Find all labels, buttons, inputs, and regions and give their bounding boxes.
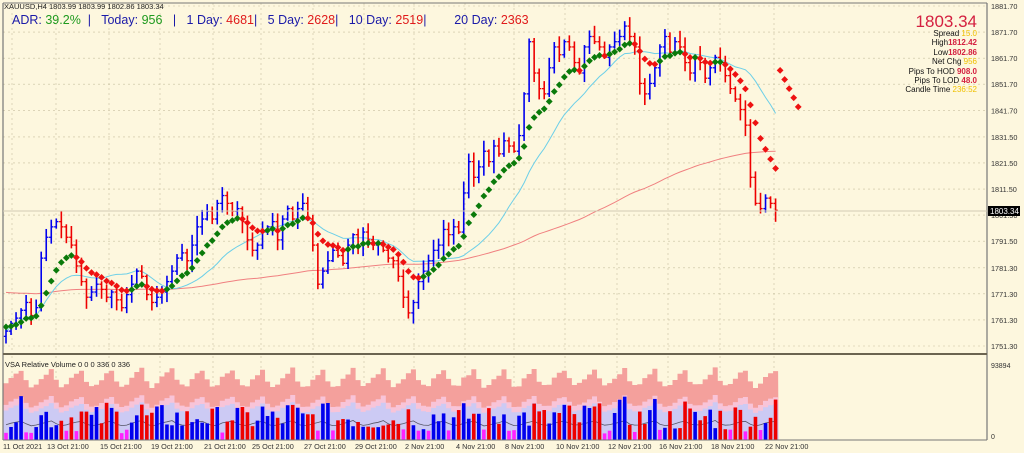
svg-text:1771.30: 1771.30: [991, 290, 1017, 299]
candle-time-value: 236:52: [952, 85, 977, 95]
candle-time-label: Candle Time: [905, 85, 951, 95]
svg-text:1841.70: 1841.70: [991, 106, 1017, 115]
svg-text:29 Oct 21:00: 29 Oct 21:00: [355, 442, 397, 451]
svg-text:22 Nov 21:00: 22 Nov 21:00: [765, 442, 808, 451]
separator: |: [423, 13, 427, 27]
separator: |: [172, 13, 177, 27]
high-value: 1812.42: [948, 38, 977, 48]
volume-axis-max: 93894: [991, 363, 1011, 370]
day20-label: 20 Day:: [454, 13, 498, 27]
svg-text:12 Nov 21:00: 12 Nov 21:00: [608, 442, 651, 451]
day5-label: 5 Day:: [267, 13, 304, 27]
pips-to-hod-value: 908.0: [956, 66, 977, 76]
fast-moving-average: [5, 50, 777, 332]
svg-text:18 Nov 21:00: 18 Nov 21:00: [711, 442, 754, 451]
svg-text:1803.34: 1803.34: [990, 207, 1019, 216]
svg-text:4 Nov 21:00: 4 Nov 21:00: [456, 442, 495, 451]
svg-text:8 Nov 21:00: 8 Nov 21:00: [505, 442, 544, 451]
svg-text:13 Oct 21:00: 13 Oct 21:00: [47, 442, 89, 451]
symbol-ohlc-line: XAUUSD,H4 1803.99 1803.99 1802.86 1803.3…: [4, 2, 164, 11]
low-value: 1802.86: [948, 47, 977, 57]
svg-text:1811.50: 1811.50: [991, 185, 1017, 194]
pips-to-hod-label: Pips To HOD: [908, 66, 955, 76]
day1-value: 4681: [226, 13, 254, 27]
adr-value: 39.2%: [45, 13, 81, 27]
today-value: 956: [141, 13, 163, 27]
svg-text:1821.50: 1821.50: [991, 159, 1017, 168]
svg-text:1851.70: 1851.70: [991, 80, 1017, 89]
svg-text:15 Oct 21:00: 15 Oct 21:00: [100, 442, 142, 451]
day1-label: 1 Day:: [186, 13, 223, 27]
low-label: Low: [933, 47, 949, 57]
volume-bars: [4, 396, 778, 440]
svg-text:1871.70: 1871.70: [991, 28, 1017, 37]
today-label: Today:: [101, 13, 139, 27]
separator: |: [87, 13, 92, 27]
svg-text:1881.70: 1881.70: [991, 2, 1017, 11]
svg-text:10 Nov 21:00: 10 Nov 21:00: [556, 442, 599, 451]
svg-text:1791.50: 1791.50: [991, 237, 1017, 246]
separator: |: [253, 13, 258, 27]
day20-value: 2363: [500, 13, 529, 27]
net-change-label: Net Chg: [932, 57, 962, 67]
net-change-value: 956: [963, 57, 977, 67]
svg-text:2 Nov 21:00: 2 Nov 21:00: [405, 442, 444, 451]
svg-text:16 Nov 21:00: 16 Nov 21:00: [659, 442, 702, 451]
pips-to-lod-label: Pips To LOD: [914, 76, 960, 86]
svg-text:11 Oct 2021: 11 Oct 2021: [3, 442, 42, 451]
svg-text:27 Oct 21:00: 27 Oct 21:00: [304, 442, 346, 451]
svg-text:1831.50: 1831.50: [991, 133, 1017, 142]
day10-value: 2519: [395, 13, 424, 27]
day10-label: 10 Day:: [348, 13, 392, 27]
volume-axis-min: 0: [991, 434, 995, 441]
price-info-panel: 1803.34 Spread 15.0 High1812.42 Low1802.…: [905, 13, 977, 95]
svg-text:1781.30: 1781.30: [991, 264, 1017, 273]
pips-to-lod-value: 48.0: [961, 76, 977, 86]
svg-text:1861.70: 1861.70: [991, 54, 1017, 63]
svg-text:19 Oct 21:00: 19 Oct 21:00: [151, 442, 193, 451]
spread-value: 15.0: [961, 29, 977, 38]
spread-label: Spread: [933, 29, 960, 38]
svg-text:21 Oct 21:00: 21 Oct 21:00: [204, 442, 246, 451]
current-price-label: 1803.34: [988, 206, 1020, 216]
high-label: High: [931, 38, 949, 48]
separator: |: [335, 13, 339, 27]
time-axis: 11 Oct 2021 13 Oct 21:00 15 Oct 21:00 19 Oc…: [3, 442, 808, 451]
day5-value: 2628: [307, 13, 336, 27]
adr-label: ADR:: [12, 13, 42, 27]
current-price: 1803.34: [915, 12, 977, 31]
svg-text:25 Oct 21:00: 25 Oct 21:00: [252, 442, 294, 451]
svg-text:1761.30: 1761.30: [991, 316, 1017, 325]
svg-text:1751.30: 1751.30: [991, 342, 1017, 351]
adr-stats: ADR: 39.2% | Today: 956 | 1 Day: 4681| 5…: [12, 13, 529, 27]
vsa-volume-title: VSA Relative Volume 0 0 0 336 0 336: [5, 360, 131, 369]
